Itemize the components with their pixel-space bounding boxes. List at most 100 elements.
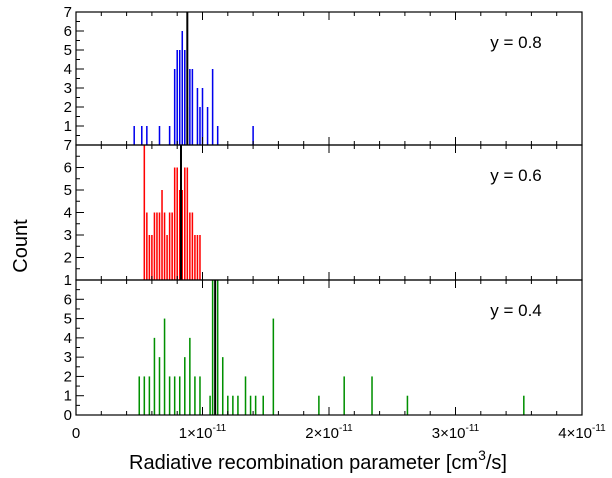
x-tick-label: 0 — [72, 425, 80, 442]
histogram-bar — [171, 212, 173, 280]
histogram-bar — [216, 280, 219, 415]
histogram-bar — [199, 235, 201, 280]
y-tick-label: 2 — [64, 368, 72, 385]
panel-2: 1 2 3 4 5 6 7 y = 0.6 — [64, 137, 583, 289]
x-axis-title: Radiative recombination parameter [cm3/s… — [129, 447, 507, 474]
histogram-bar — [158, 126, 161, 145]
histogram-bar — [143, 145, 146, 280]
panel-label: y = 0.6 — [490, 166, 542, 185]
histogram-bar — [189, 337, 191, 415]
x-tick-mantissa: 1×10 — [179, 425, 213, 442]
histogram-bar — [163, 318, 166, 415]
histogram-bar — [201, 88, 204, 145]
y-axis-title: Count — [10, 219, 32, 273]
x-axis-title-sup: 3 — [478, 447, 486, 463]
panels: 1 2 3 4 5 6 7 y = 0.8 1 2 3 4 5 6 7 y = 0.6 0 1 2 3 4 5 6 y = 0… — [64, 4, 583, 424]
y-tick-label: 4 — [64, 61, 72, 78]
panel-3: 0 1 2 3 4 5 6 y = 0.4 — [64, 280, 583, 424]
panel-border — [75, 11, 583, 146]
y-tick-label: 4 — [64, 205, 72, 222]
histogram-bar — [221, 357, 224, 415]
y-tick-label: 5 — [64, 182, 72, 199]
histogram-bar — [178, 190, 181, 280]
histogram-bar — [133, 126, 135, 145]
histogram-bar — [237, 395, 239, 415]
histogram-bar — [254, 395, 257, 415]
histogram-bar — [153, 212, 156, 280]
histogram-bar — [206, 107, 209, 145]
x-tick-label: 4×10-11 — [558, 423, 606, 442]
x-tick-mantissa: 2×10 — [305, 425, 339, 442]
histogram-bar — [178, 50, 181, 145]
histogram-bar — [161, 190, 163, 280]
histogram-bar — [199, 107, 201, 145]
histogram-bar — [173, 167, 176, 280]
histogram-bar — [143, 376, 146, 415]
histogram-bar — [244, 376, 247, 415]
histogram-bar — [196, 235, 199, 280]
histogram-bar — [181, 31, 184, 145]
histogram-bar — [194, 376, 196, 415]
histogram-bar — [176, 167, 178, 280]
histogram-bar — [168, 212, 171, 280]
histogram-bar — [148, 376, 151, 415]
y-tick-label: 1 — [64, 388, 72, 405]
histogram-bar — [166, 235, 168, 280]
histogram-bar — [184, 357, 186, 415]
histogram-bar — [232, 395, 234, 415]
histogram-bar — [163, 212, 166, 280]
panel-label: y = 0.4 — [490, 301, 542, 320]
y-tick-label: 6 — [64, 160, 72, 177]
histogram-bar — [178, 376, 181, 415]
histogram-bar — [191, 212, 194, 280]
y-tick-label: 6 — [64, 23, 72, 40]
histogram-bar — [252, 126, 254, 145]
histogram-bar — [262, 395, 264, 415]
panel-border — [75, 279, 583, 416]
histogram-bar — [173, 376, 176, 415]
y-tick-label: 6 — [64, 291, 72, 308]
histogram-bar — [168, 126, 171, 145]
x-axis-title-main: Radiative recombination parameter [cm — [129, 452, 478, 474]
x-tick-mantissa: 0 — [72, 425, 80, 442]
histogram-bar — [146, 212, 148, 280]
histogram-bar — [523, 395, 525, 415]
panel-1: 1 2 3 4 5 6 7 y = 0.8 — [64, 4, 583, 145]
x-tick-label: 1×10-11 — [179, 423, 227, 442]
histogram-bar — [194, 235, 196, 280]
histogram-bar — [406, 395, 409, 415]
x-tick-exponent: -11 — [213, 423, 227, 434]
x-tick-exponent: -11 — [466, 423, 480, 434]
x-axis-title-end: /s] — [486, 452, 507, 474]
histogram-bar — [146, 126, 148, 145]
y-tick-label: 2 — [64, 250, 72, 267]
plot-frame — [75, 11, 583, 416]
histogram-bar — [211, 280, 214, 415]
y-tick-label: 5 — [64, 311, 72, 328]
histogram-bar — [148, 235, 151, 280]
histogram-bar — [371, 376, 373, 415]
histogram-bar — [272, 318, 275, 415]
y-tick-label: 3 — [64, 227, 72, 244]
y-tick-label: 3 — [64, 349, 72, 366]
x-tick-label: 3×10-11 — [432, 423, 480, 442]
histogram-bar — [176, 50, 178, 145]
histogram-bar — [173, 69, 176, 145]
x-tick-exponent: -11 — [592, 423, 606, 434]
histogram-bar — [151, 235, 153, 280]
histogram-bar — [199, 376, 201, 415]
histogram-bar — [191, 69, 194, 145]
histogram-bar — [138, 376, 141, 415]
histogram-bar — [186, 167, 189, 280]
histogram-bar — [181, 190, 184, 280]
histogram-bar — [196, 88, 199, 145]
histogram-bar — [184, 50, 186, 145]
y-tick-label: 7 — [64, 137, 72, 154]
histogram-bar — [227, 395, 229, 415]
histogram-bar — [153, 337, 156, 415]
panel-label: y = 0.8 — [490, 33, 542, 52]
histogram-bar — [184, 167, 186, 280]
x-tick-exponent: -11 — [339, 423, 353, 434]
histogram-bar — [211, 69, 214, 145]
